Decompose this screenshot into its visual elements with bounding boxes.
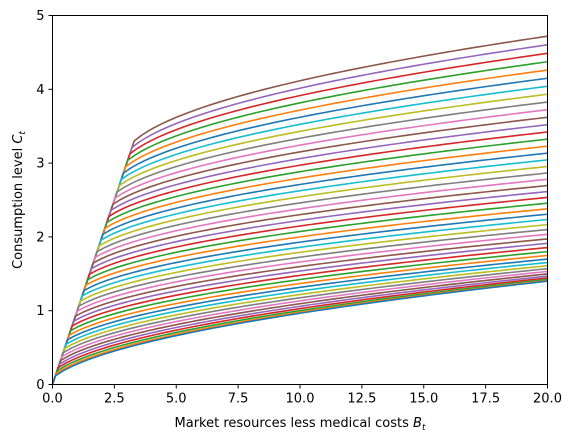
consumption-curve [51, 277, 548, 385]
consumption-curve [51, 208, 548, 385]
consumption-curve [51, 60, 548, 385]
x-tick-label: 12.5 [347, 392, 376, 407]
consumption-curve [51, 233, 548, 385]
consumption-curve [51, 278, 548, 385]
consumption-curve [51, 172, 548, 385]
consumption-curve [51, 85, 548, 385]
consumption-curve [51, 223, 548, 385]
y-tick-label: 0 [36, 378, 44, 393]
x-tick-label: 7.5 [228, 392, 249, 407]
y-axis: 0 1 2 3 4 5 [36, 9, 53, 393]
series-lines [51, 35, 548, 385]
consumption-curve [51, 101, 548, 385]
x-axis-label: Market resources less medical costs Bt [175, 416, 426, 433]
consumption-curve [51, 69, 548, 385]
y-tick-label: 3 [36, 157, 44, 172]
consumption-curve [51, 238, 548, 385]
consumption-curve [51, 123, 548, 385]
consumption-curve [51, 228, 548, 385]
y-tick-label: 2 [36, 230, 44, 245]
consumption-curve [51, 35, 548, 385]
x-tick-label: 10.0 [286, 392, 315, 407]
consumption-curve [51, 77, 548, 385]
consumption-curve [51, 178, 548, 385]
x-tick-label: 2.5 [104, 392, 125, 407]
consumption-curve [51, 145, 548, 385]
consumption-curve [51, 93, 548, 385]
consumption-curve [51, 242, 548, 385]
consumption-curve [51, 213, 548, 385]
consumption-curve [51, 246, 548, 385]
consumption-curve [51, 273, 548, 385]
consumption-curve [51, 131, 548, 385]
consumption-curve [51, 275, 548, 385]
consumption-curve [51, 254, 548, 385]
consumption-curve [51, 280, 548, 385]
consumption-curve [51, 250, 548, 385]
x-tick-label: 5.0 [166, 392, 187, 407]
consumption-curve [51, 267, 548, 385]
consumption-curve [51, 184, 548, 385]
x-tick-label: 0.0 [42, 392, 63, 407]
y-tick-label: 1 [36, 304, 44, 319]
consumption-curve [51, 159, 548, 385]
consumption-curve [51, 44, 548, 385]
consumption-curve [51, 138, 548, 385]
x-axis: 0.0 2.5 5.0 7.5 10.0 12.5 15.0 17.5 20.0 [42, 384, 562, 407]
consumption-curve [51, 165, 548, 385]
consumption-curve [51, 270, 548, 385]
x-tick-label: 17.5 [471, 392, 500, 407]
y-tick-label: 5 [36, 9, 44, 24]
consumption-curve [51, 52, 548, 385]
consumption-curve [51, 190, 548, 385]
consumption-curve [51, 264, 548, 385]
x-tick-label: 15.0 [409, 392, 438, 407]
y-axis-label: Consumption level Ct [11, 131, 28, 269]
consumption-curve [51, 202, 548, 385]
consumption-curve [51, 196, 548, 385]
consumption-curve [51, 218, 548, 385]
consumption-curve [51, 108, 548, 385]
consumption-curve [51, 261, 548, 385]
consumption-curve [51, 116, 548, 385]
x-tick-label: 20.0 [533, 392, 562, 407]
consumption-curve [51, 258, 548, 385]
consumption-curve [51, 152, 548, 385]
y-tick-label: 4 [36, 83, 44, 98]
